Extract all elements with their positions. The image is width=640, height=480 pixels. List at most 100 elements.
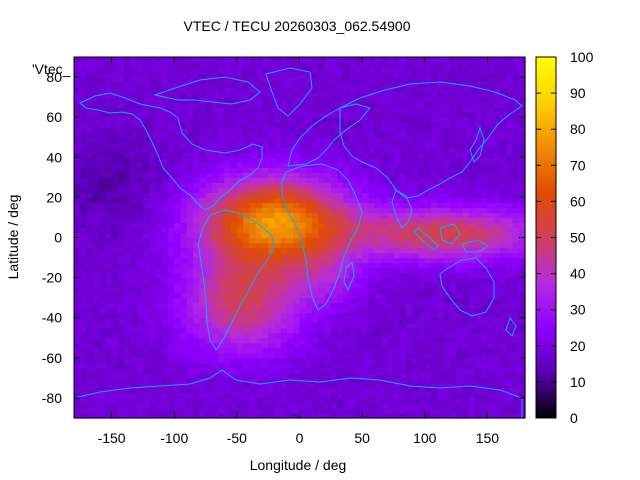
heatmap-cell: [80, 407, 88, 414]
heatmap-cell: [105, 402, 113, 409]
heatmap-cell: [481, 407, 489, 414]
heatmap-cell: [255, 367, 263, 374]
heatmap-cell: [368, 257, 376, 264]
heatmap-cell: [431, 297, 438, 304]
heatmap-cell: [437, 197, 445, 203]
heatmap-cell: [437, 357, 445, 364]
heatmap-cell: [437, 97, 445, 103]
heatmap-cell: [174, 152, 182, 158]
heatmap-cell: [99, 227, 106, 234]
heatmap-cell: [424, 237, 432, 244]
heatmap-cell: [180, 332, 188, 339]
heatmap-cell: [174, 342, 182, 349]
heatmap-cell: [211, 157, 219, 163]
heatmap-cell: [174, 202, 182, 209]
heatmap-cell: [130, 337, 138, 344]
heatmap-cell: [312, 297, 319, 304]
heatmap-cell: [368, 122, 376, 128]
heatmap-cell: [405, 317, 413, 324]
heatmap-cell: [105, 207, 113, 214]
heatmap-cell: [506, 302, 514, 309]
heatmap-cell: [481, 222, 489, 229]
heatmap-cell: [142, 242, 150, 249]
heatmap-cell: [324, 402, 332, 409]
heatmap-cell: [230, 127, 238, 133]
heatmap-cell: [443, 227, 451, 234]
heatmap-cell: [449, 347, 457, 354]
heatmap-cell: [330, 392, 338, 399]
heatmap-cell: [493, 192, 501, 198]
heatmap-cell: [380, 337, 388, 344]
heatmap-cell: [261, 332, 269, 339]
heatmap-cell: [424, 402, 432, 409]
heatmap-cell: [462, 147, 470, 153]
heatmap-cell: [368, 147, 376, 153]
heatmap-cell: [474, 172, 482, 178]
heatmap-cell: [155, 202, 163, 209]
heatmap-cell: [374, 372, 382, 379]
heatmap-cell: [255, 372, 263, 379]
heatmap-cell: [487, 142, 495, 148]
heatmap-cell: [431, 117, 438, 123]
heatmap-cell: [199, 82, 207, 88]
heatmap-cell: [493, 97, 501, 103]
heatmap-cell: [405, 82, 413, 88]
heatmap-cell: [330, 182, 338, 188]
heatmap-cell: [487, 112, 495, 118]
heatmap-cell: [243, 362, 250, 369]
heatmap-cell: [286, 147, 294, 153]
heatmap-cell: [487, 87, 495, 93]
heatmap-cell: [286, 227, 294, 234]
heatmap-cell: [405, 412, 413, 419]
heatmap-cell: [393, 247, 401, 254]
heatmap-cell: [431, 92, 438, 98]
heatmap-cell: [180, 87, 188, 93]
heatmap-cell: [431, 367, 438, 374]
heatmap-cell: [136, 262, 144, 269]
heatmap-cell: [355, 142, 363, 148]
heatmap-cell: [374, 72, 382, 78]
heatmap-cell: [374, 242, 382, 249]
heatmap-cell: [193, 312, 200, 319]
heatmap-cell: [337, 102, 344, 108]
heatmap-cell: [393, 217, 401, 224]
heatmap-cell: [280, 217, 288, 224]
heatmap-cell: [343, 107, 351, 113]
heatmap-cell: [380, 252, 388, 259]
heatmap-cell: [499, 122, 507, 128]
heatmap-cell: [474, 197, 482, 203]
heatmap-cell: [324, 82, 332, 88]
heatmap-cell: [286, 272, 294, 279]
heatmap-cell: [412, 387, 420, 394]
heatmap-cell: [405, 292, 413, 299]
heatmap-cell: [318, 252, 326, 259]
heatmap-cell: [374, 162, 382, 168]
heatmap-cell: [493, 382, 501, 389]
heatmap-cell: [249, 327, 257, 334]
heatmap-cell: [399, 207, 407, 214]
heatmap-cell: [399, 312, 407, 319]
heatmap-cell: [174, 157, 182, 163]
heatmap-cell: [299, 407, 307, 414]
heatmap-cell: [349, 137, 357, 143]
heatmap-cell: [362, 127, 369, 133]
heatmap-cell: [99, 152, 106, 158]
heatmap-cell: [111, 382, 119, 389]
heatmap-cell: [443, 142, 451, 148]
heatmap-cell: [199, 327, 207, 334]
heatmap-cell: [405, 282, 413, 289]
heatmap-cell: [499, 252, 507, 259]
heatmap-cell: [437, 247, 445, 254]
heatmap-cell: [481, 82, 489, 88]
heatmap-cell: [155, 97, 163, 103]
heatmap-cell: [349, 77, 357, 83]
heatmap-cell: [92, 142, 100, 148]
heatmap-cell: [180, 352, 188, 359]
heatmap-cell: [387, 297, 395, 304]
heatmap-cell: [368, 182, 376, 188]
heatmap-cell: [149, 407, 157, 414]
heatmap-cell: [249, 312, 257, 319]
heatmap-cell: [86, 72, 94, 78]
heatmap-cell: [424, 407, 432, 414]
heatmap-cell: [211, 287, 219, 294]
